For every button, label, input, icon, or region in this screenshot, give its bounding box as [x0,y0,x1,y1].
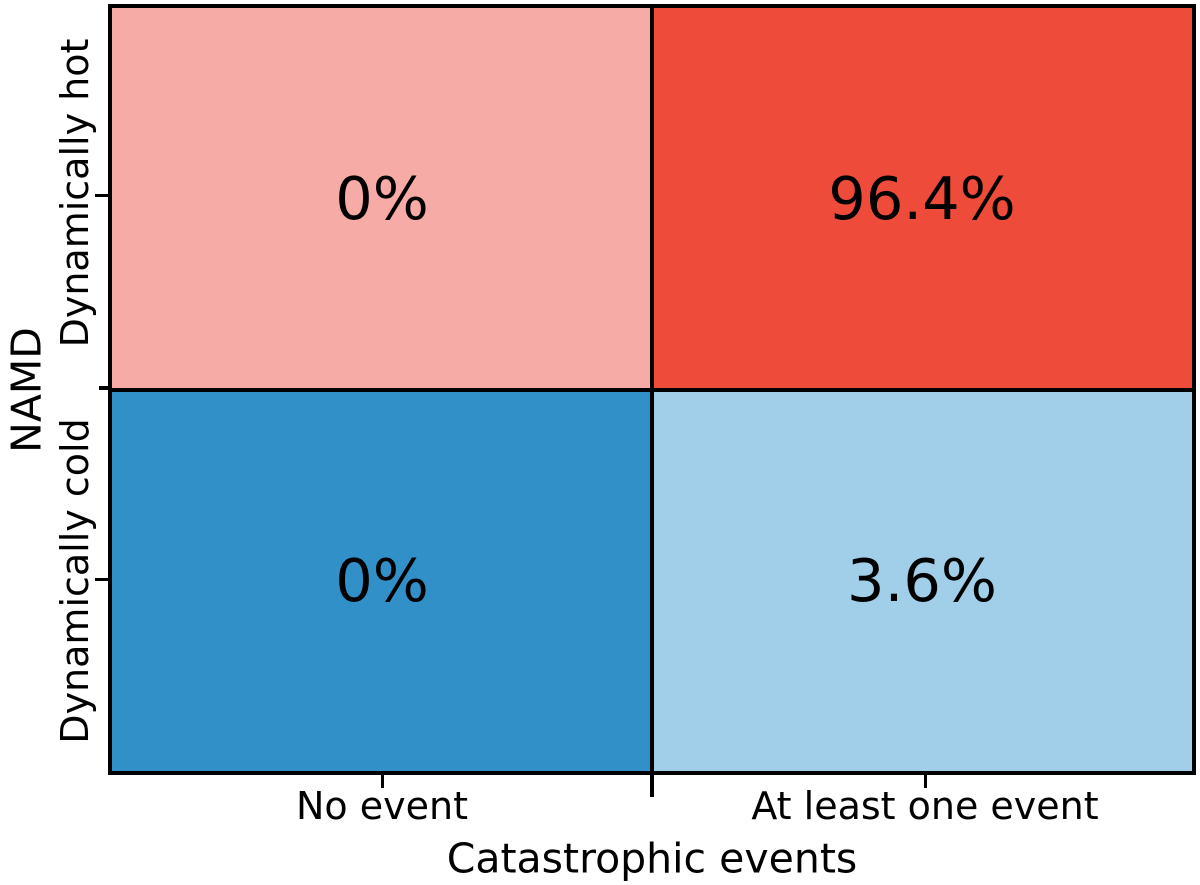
cell-value-cold-no-event: 0% [335,545,429,615]
cell-value-hot-no-event: 0% [335,164,429,234]
x-axis-tick-no-event [381,775,384,788]
plot-area: 0% 96.4% 0% 3.6% [108,4,1196,775]
y-tick-label-dynamically-hot: Dynamically hot [53,38,97,348]
cell-value-cold-at-least-one-event: 3.6% [847,545,997,615]
cell-hot-at-least-one-event: 96.4% [652,8,1192,390]
y-tick-label-dynamically-cold: Dynamically cold [53,418,97,744]
cell-value-hot-at-least-one-event: 96.4% [828,164,1016,234]
cell-cold-at-least-one-event: 3.6% [652,389,1192,771]
y-axis-title: NAMD [2,327,51,453]
column-divider-extension [650,775,654,797]
cell-cold-no-event: 0% [112,389,652,771]
y-axis-tick-cold [95,578,108,581]
x-tick-label-at-least-one-event: At least one event [751,784,1099,828]
row-divider-extension [99,386,108,390]
x-axis-title: Catastrophic events [446,834,858,883]
x-axis-tick-at-least-one-event [924,775,927,788]
y-axis-tick-hot [95,194,108,197]
x-tick-label-no-event: No event [296,784,468,828]
cell-hot-no-event: 0% [112,8,652,390]
row-divider-line [112,387,1192,392]
